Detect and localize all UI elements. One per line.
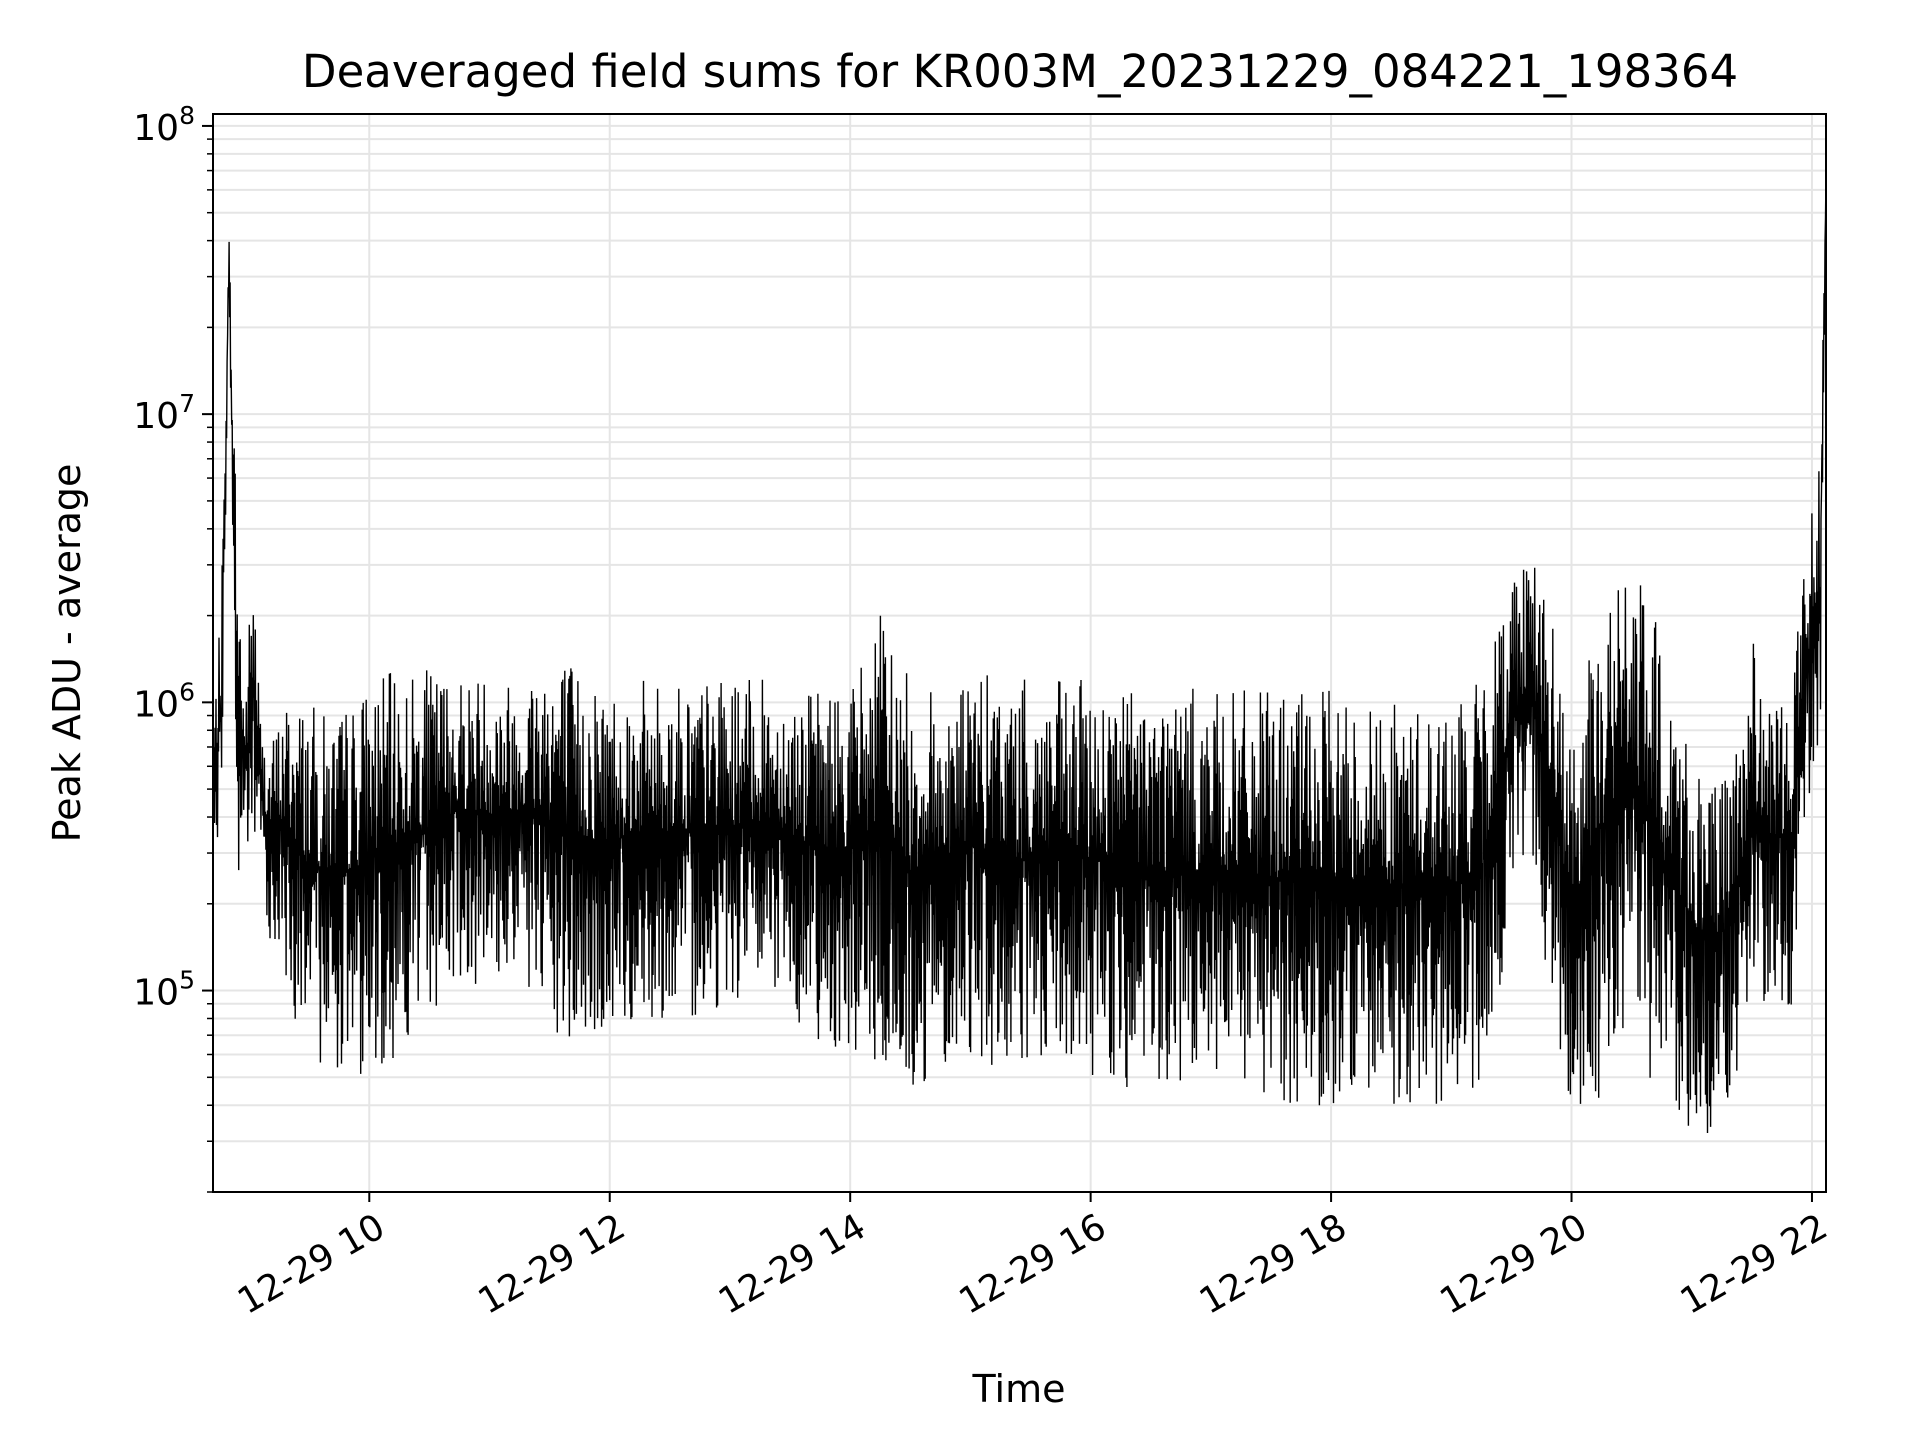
- chart-title: Deaveraged field sums for KR003M_2023122…: [302, 45, 1738, 98]
- y-tick-label: 106: [133, 677, 195, 725]
- y-tick-base: 10: [133, 973, 179, 1014]
- y-tick-base: 10: [133, 108, 179, 149]
- y-tick-base: 10: [133, 684, 179, 725]
- y-tick-exponent: 8: [179, 101, 195, 130]
- y-axis-label: Peak ADU - average: [45, 464, 89, 843]
- data-line: [212, 173, 1827, 1134]
- y-tick-exponent: 5: [179, 966, 195, 995]
- y-tick-base: 10: [133, 396, 179, 437]
- axes-frame: [212, 113, 1827, 1193]
- y-tick-exponent: 6: [179, 677, 195, 706]
- y-tick-label: 107: [133, 389, 195, 437]
- y-tick-label: 108: [133, 101, 195, 149]
- x-axis-label: Time: [972, 1367, 1066, 1411]
- y-tick-exponent: 7: [179, 389, 195, 418]
- y-tick-label: 105: [133, 966, 195, 1014]
- series-line: [212, 173, 1827, 1134]
